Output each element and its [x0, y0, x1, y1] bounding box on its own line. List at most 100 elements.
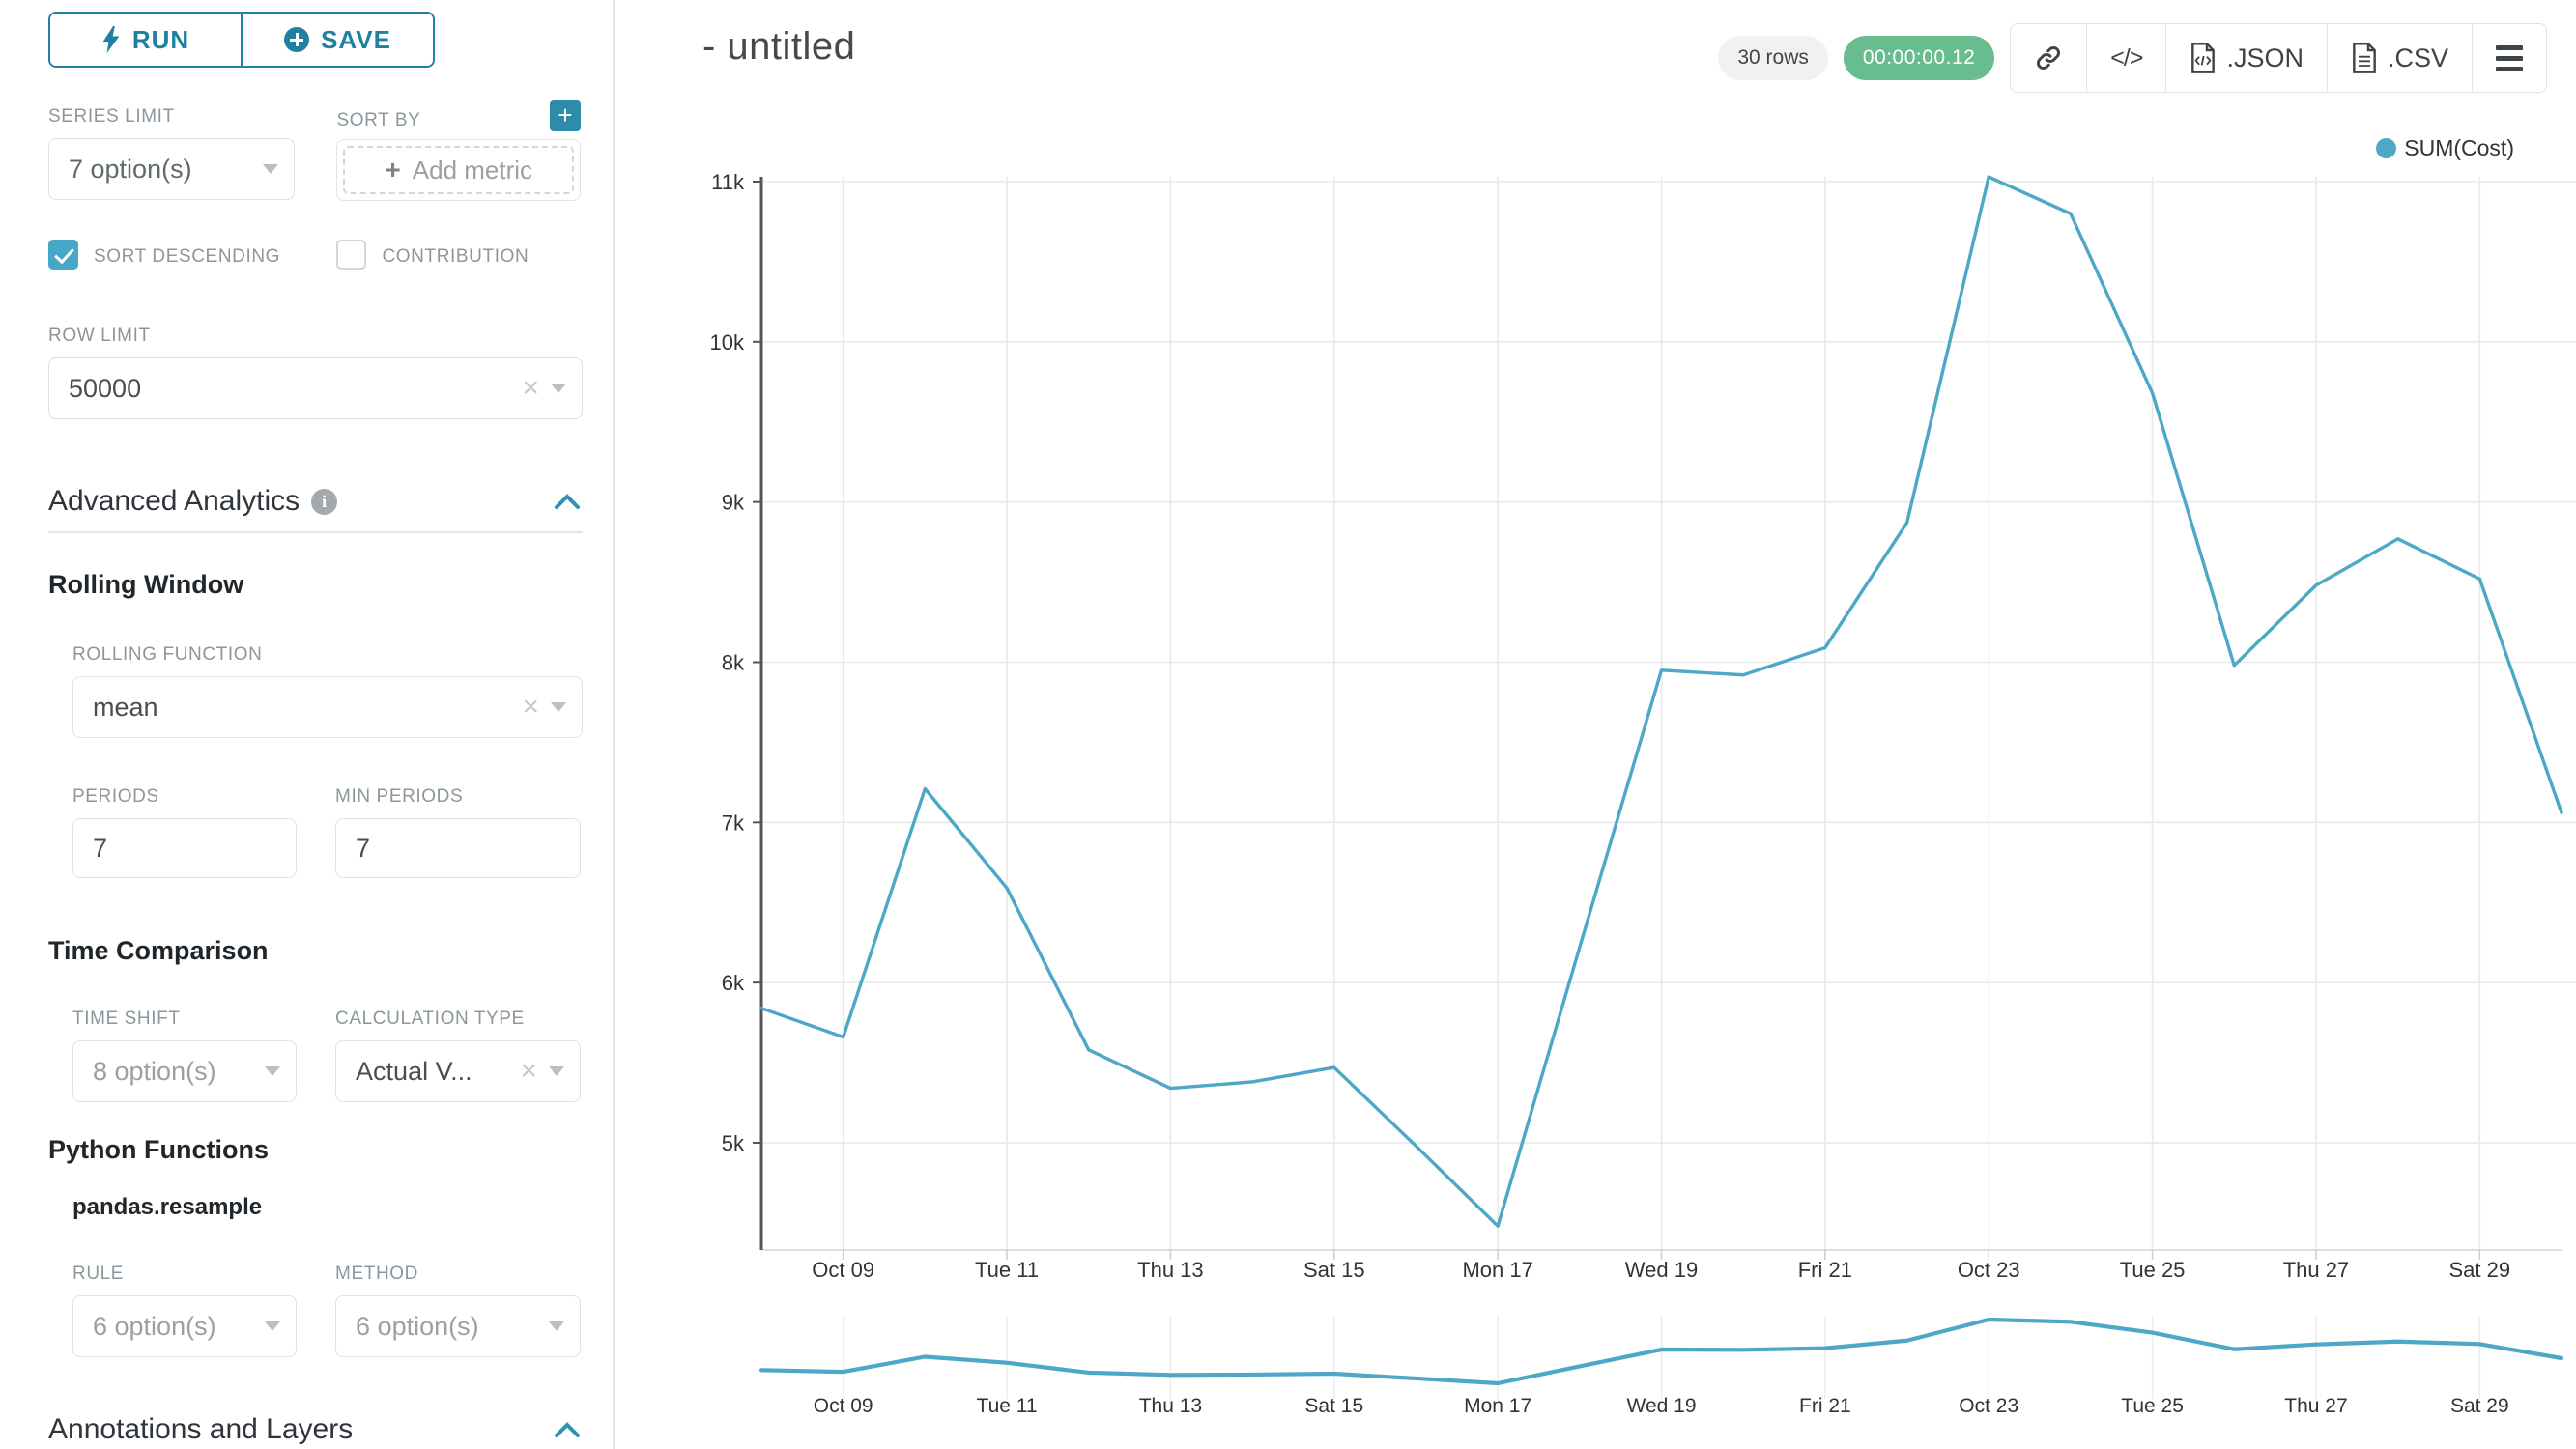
chevron-down-icon	[551, 384, 566, 393]
clear-icon[interactable]	[520, 1057, 537, 1086]
rule-label: RULE	[72, 1264, 125, 1284]
query-timer-badge: 00:00:00.12	[1843, 36, 1995, 80]
legend-item[interactable]: SUM(Cost)	[2376, 135, 2514, 161]
periods-label: PERIODS	[72, 786, 159, 807]
json-file-icon	[2191, 43, 2216, 73]
calculation-type-label: CALCULATION TYPE	[335, 1009, 525, 1029]
contribution-label: CONTRIBUTION	[382, 246, 530, 267]
sort-by-add-metric[interactable]: + Add metric	[336, 139, 581, 201]
hamburger-icon	[2496, 44, 2523, 71]
checkbox-unchecked-icon	[336, 240, 367, 270]
x-axis-label: Thu 27	[2283, 1258, 2350, 1282]
clear-icon[interactable]	[522, 374, 539, 403]
preview-x-axis-label: Mon 17	[1464, 1395, 1531, 1417]
plus-circle-icon	[284, 27, 310, 52]
annotations-title: Annotations and Layers	[48, 1413, 354, 1445]
chevron-up-icon[interactable]	[554, 1421, 581, 1438]
section-divider	[48, 531, 583, 533]
chevron-down-icon	[551, 702, 566, 712]
x-axis-label: Tue 11	[975, 1258, 1039, 1282]
add-metric-placeholder: Add metric	[412, 155, 533, 185]
embed-code-button[interactable]: </>	[2086, 24, 2166, 92]
sort-descending-label: SORT DESCENDING	[94, 246, 281, 267]
code-icon: </>	[2110, 43, 2143, 71]
preview-x-axis-label: Sat 29	[2450, 1395, 2509, 1417]
advanced-analytics-header[interactable]: Advanced Analytics	[48, 485, 581, 518]
row-limit-value: 50000	[69, 373, 142, 403]
chevron-down-icon	[265, 1321, 281, 1331]
periods-input[interactable]: 7	[72, 818, 298, 878]
series-limit-select[interactable]: 7 option(s)	[48, 138, 296, 200]
rule-value: 6 option(s)	[93, 1311, 216, 1341]
chart-line-sum-cost[interactable]	[759, 175, 2563, 1228]
preview-x-axis-label: Thu 27	[2284, 1395, 2347, 1417]
save-button[interactable]: SAVE	[243, 14, 433, 66]
export-csv-button[interactable]: .CSV	[2326, 24, 2472, 92]
run-button-label: RUN	[131, 24, 190, 54]
row-limit-label: ROW LIMIT	[48, 326, 151, 346]
add-metric-plus-button[interactable]: +	[550, 100, 581, 131]
preview-x-axis-label: Tue 25	[2121, 1395, 2184, 1417]
annotations-header[interactable]: Annotations and Layers	[48, 1413, 581, 1446]
y-axis-label: 7k	[722, 810, 745, 835]
sort-by-label: SORT BY	[336, 110, 421, 130]
rolling-window-title: Rolling Window	[48, 570, 244, 599]
legend-label: SUM(Cost)	[2404, 135, 2514, 160]
plus-icon: +	[385, 155, 401, 185]
python-functions-title: Python Functions	[48, 1135, 269, 1164]
preview-line[interactable]	[758, 1317, 2564, 1386]
y-axis-label: 6k	[722, 971, 745, 995]
y-axis-label: 10k	[710, 330, 745, 355]
pandas-resample-label: pandas.resample	[72, 1194, 263, 1220]
row-limit-select[interactable]: 50000	[48, 357, 583, 419]
min-periods-value: 7	[356, 833, 371, 863]
advanced-analytics-title: Advanced Analytics	[48, 485, 301, 517]
control-panel: RUN SAVE SERIES LIMIT 7 option(s) SORT B…	[0, 0, 615, 1449]
x-axis-label: Mon 17	[1462, 1258, 1532, 1282]
json-button-label: .JSON	[2226, 43, 2304, 72]
y-axis-label: 8k	[722, 650, 745, 674]
calculation-type-select[interactable]: Actual V...	[335, 1040, 581, 1102]
sort-descending-checkbox[interactable]: SORT DESCENDING	[48, 240, 295, 271]
run-button[interactable]: RUN	[50, 14, 243, 66]
preview-x-axis-label: Wed 19	[1627, 1395, 1697, 1417]
preview-x-axis-label: Fri 21	[1799, 1395, 1851, 1417]
rolling-function-value: mean	[93, 692, 158, 722]
chart-title[interactable]: - untitled	[702, 25, 856, 68]
menu-button[interactable]	[2472, 24, 2546, 92]
info-icon[interactable]	[311, 488, 338, 515]
chevron-down-icon	[549, 1321, 564, 1331]
link-icon	[2037, 45, 2061, 71]
run-save-button-group: RUN SAVE	[48, 12, 435, 68]
copy-link-button[interactable]	[2011, 24, 2087, 92]
y-axis-label: 5k	[722, 1131, 745, 1155]
chevron-down-icon	[263, 164, 279, 174]
chart-toolbar: 30 rows 00:00:00.12 </> .JSON	[1718, 23, 2547, 93]
rule-select[interactable]: 6 option(s)	[72, 1295, 298, 1357]
checkbox-checked-icon	[48, 240, 78, 270]
method-label: METHOD	[335, 1264, 418, 1284]
time-shift-select[interactable]: 8 option(s)	[72, 1040, 298, 1102]
preview-x-axis-label: Thu 13	[1139, 1395, 1202, 1417]
series-limit-label: SERIES LIMIT	[48, 106, 175, 127]
x-axis-label: Tue 25	[2120, 1258, 2186, 1282]
clear-icon[interactable]	[522, 693, 539, 722]
chevron-down-icon	[549, 1066, 564, 1076]
min-periods-input[interactable]: 7	[335, 818, 581, 878]
rolling-function-select[interactable]: mean	[72, 676, 583, 738]
rolling-function-label: ROLLING FUNCTION	[72, 644, 263, 665]
csv-button-label: .CSV	[2387, 43, 2448, 72]
save-button-label: SAVE	[321, 24, 391, 54]
x-axis-label: Fri 21	[1798, 1258, 1852, 1282]
method-select[interactable]: 6 option(s)	[335, 1295, 581, 1357]
contribution-checkbox[interactable]: CONTRIBUTION	[336, 240, 581, 271]
calculation-type-value: Actual V...	[356, 1056, 472, 1086]
chevron-up-icon[interactable]	[554, 493, 581, 510]
y-axis-label: 9k	[722, 491, 745, 515]
export-json-button[interactable]: .JSON	[2165, 24, 2327, 92]
time-comparison-title: Time Comparison	[48, 936, 269, 965]
x-axis-label: Sat 29	[2449, 1258, 2511, 1282]
x-axis-label: Sat 15	[1303, 1258, 1365, 1282]
